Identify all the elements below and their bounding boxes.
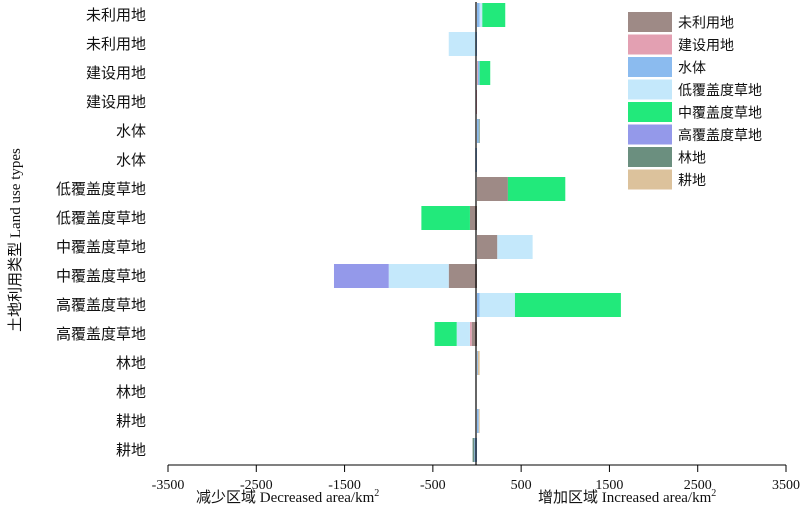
x-tick-label: 500 [511,478,532,493]
legend-swatch [628,79,672,100]
bar-segment [478,119,480,143]
bar-segment [471,322,477,346]
legend-swatch [628,124,672,145]
bar-segment [477,3,480,27]
category-labels: 未利用地未利用地建设用地建设用地水体水体低覆盖度草地低覆盖度草地中覆盖度草地中覆… [56,6,146,459]
bar-segment [514,293,621,317]
category-label: 耕地 [116,412,146,430]
legend-swatch [628,12,672,32]
x-tick-label: 3500 [772,478,800,493]
bar-segment [477,235,498,259]
legend-label: 高覆盖度草地 [678,127,762,144]
bar-segment [472,438,475,462]
category-label: 建设用地 [86,93,146,111]
category-label: 林地 [116,383,146,401]
bar-segment [477,61,480,85]
legend-swatch [628,57,672,77]
category-label: 未利用地 [86,6,146,24]
x-tick-label: -500 [420,478,446,493]
bar-segment [333,264,389,288]
bar-segment [469,322,472,346]
bar-segment [477,177,508,201]
bar-segment [448,264,477,288]
bar-segment [477,351,480,375]
bar-segment [479,61,491,85]
category-label: 低覆盖度草地 [56,180,146,198]
x-tick-label: -2500 [240,478,273,493]
category-label: 水体 [116,122,146,140]
x-axis-title-left: 减少区域 Decreased area/km2 [196,488,379,506]
category-label: 高覆盖度草地 [56,325,146,343]
y-axis-title: 土地利用类型 Land use types [7,148,24,332]
category-label: 高覆盖度草地 [56,296,146,314]
x-tick-label: 1500 [595,478,623,493]
legend-swatch [628,34,672,55]
bar-segment [478,409,480,433]
legend-label: 水体 [678,61,706,77]
bar-segment [479,293,515,317]
legend-label: 中覆盖度草地 [678,106,762,122]
category-label: 中覆盖度草地 [56,267,146,285]
x-tick-label: -3500 [152,478,185,493]
category-label: 水体 [116,151,146,169]
legend-swatch [628,147,672,167]
bars-layer [333,3,621,462]
bar-segment [477,61,478,85]
bar-segment [507,177,566,201]
legend-label: 低覆盖度草地 [678,83,762,99]
bar-segment [482,3,506,27]
bar-segment [479,3,483,27]
category-label: 林地 [116,354,146,372]
x-tick-label: -1500 [328,478,361,493]
bar-segment [477,293,480,317]
legend-label: 耕地 [678,172,706,189]
legend-label: 建设用地 [678,38,734,54]
x-axis-title-right: 增加区域 Increased area/km2 [538,488,716,506]
bar-segment [497,235,533,259]
category-label: 中覆盖度草地 [56,238,146,256]
bar-segment [469,206,477,230]
x-ticks: -3500 -2500 -1500 -500 500 1500 2500 3500 [152,465,800,493]
legend-swatch [628,169,672,190]
bar-segment [456,322,470,346]
bar-segment [477,409,479,433]
legend-swatch [628,102,672,122]
category-label: 耕地 [116,441,146,459]
bar-segment [434,322,457,346]
legend-label: 林地 [678,151,706,167]
bar-segment [388,264,449,288]
bar-segment [421,206,470,230]
bar-segment [477,351,478,375]
bar-segment [448,32,476,56]
category-label: 低覆盖度草地 [56,209,146,227]
x-tick-label: 2500 [684,478,712,493]
category-label: 建设用地 [86,64,146,82]
bar-segment [477,119,479,143]
legend-label: 未利用地 [678,16,734,32]
category-label: 未利用地 [86,35,146,53]
